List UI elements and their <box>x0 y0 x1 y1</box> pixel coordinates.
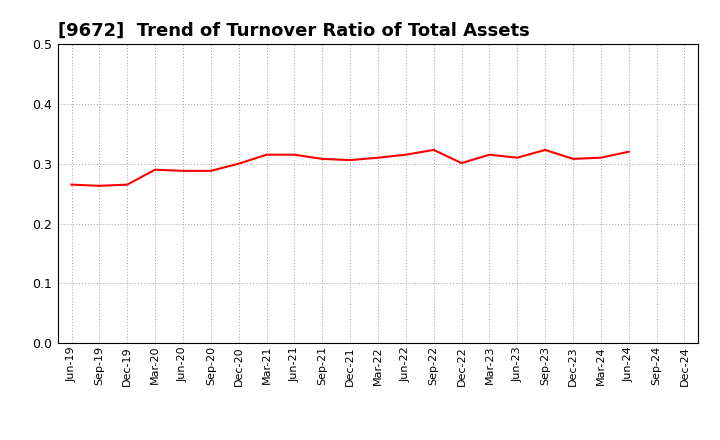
Text: [9672]  Trend of Turnover Ratio of Total Assets: [9672] Trend of Turnover Ratio of Total … <box>58 22 529 40</box>
